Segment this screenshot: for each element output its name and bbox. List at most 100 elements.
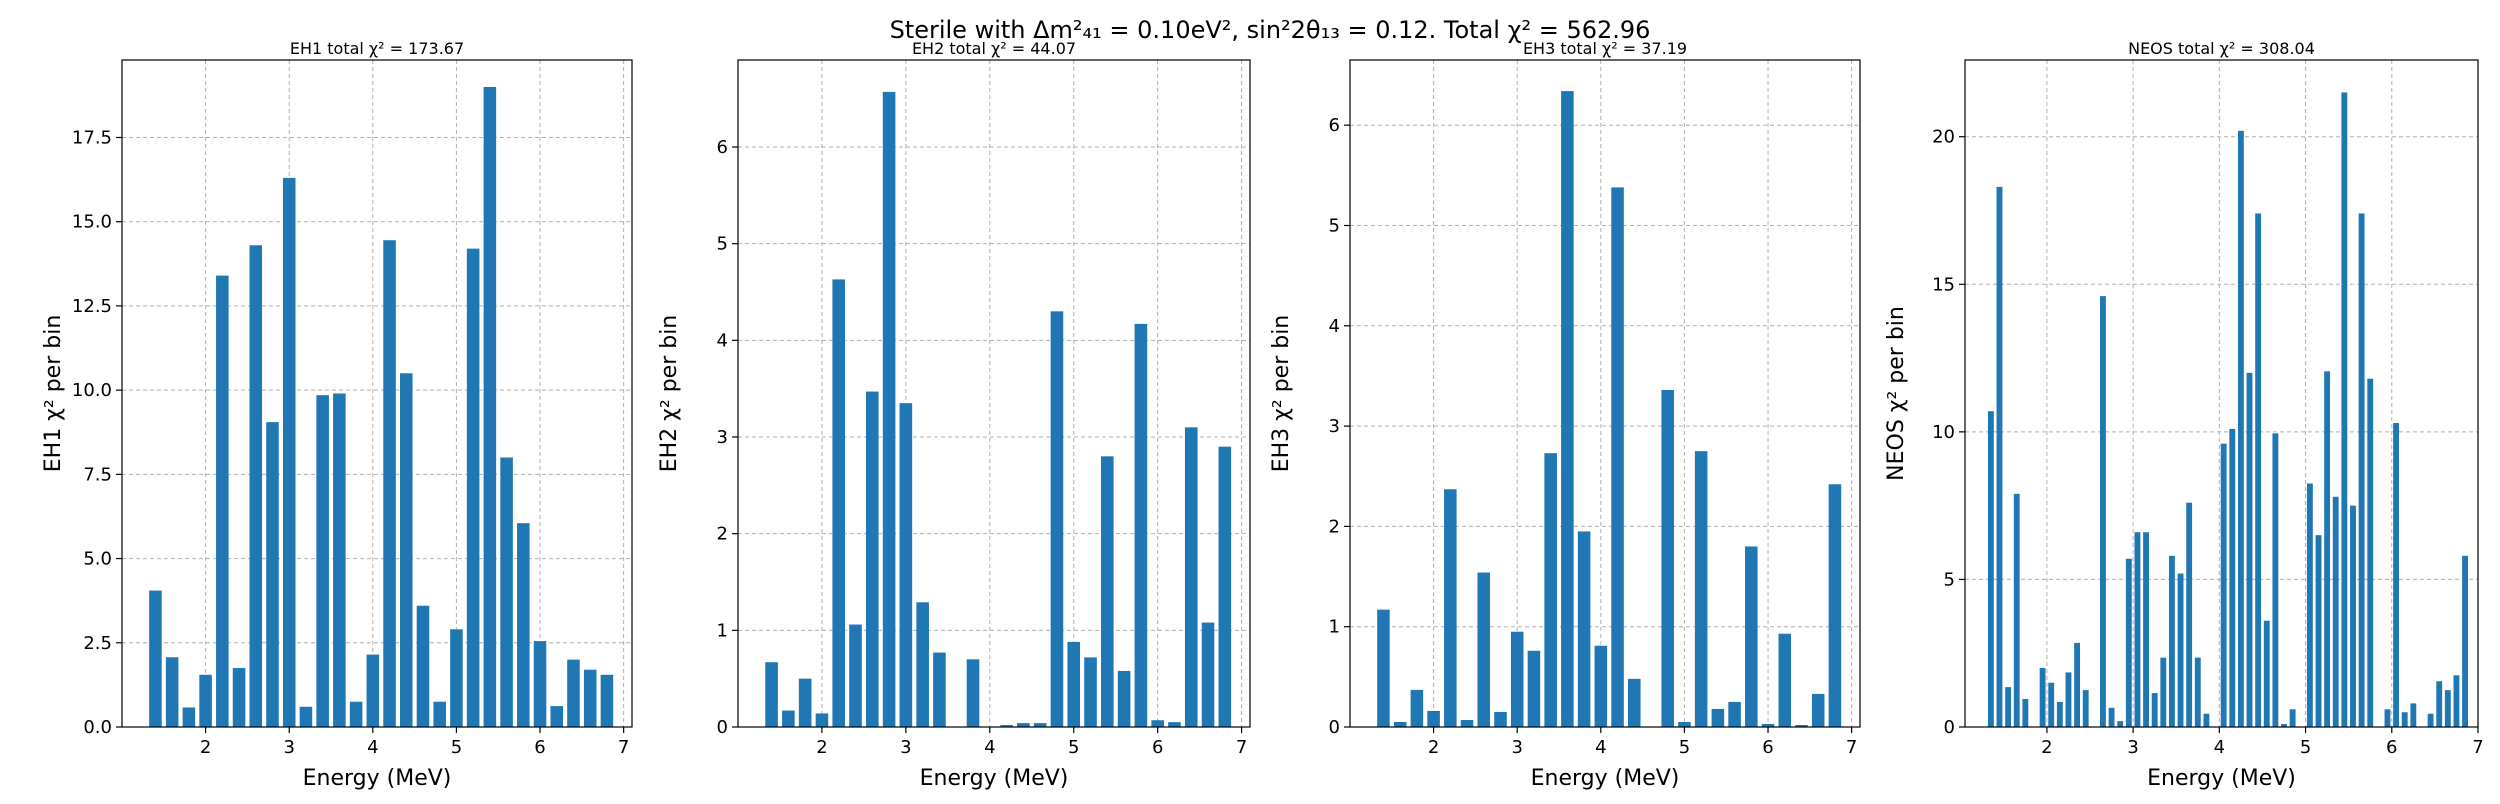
eh2-bar xyxy=(1050,311,1064,727)
neos-bar xyxy=(1987,411,1994,727)
eh2-bar xyxy=(1017,723,1030,727)
eh2-bar xyxy=(765,662,778,727)
neos-x-tick-label: 6 xyxy=(2386,737,2397,758)
neos-bar xyxy=(2315,535,2322,727)
eh1-y-tick-label: 7.5 xyxy=(83,464,112,485)
neos-bar xyxy=(2022,698,2029,727)
eh1-bar xyxy=(266,422,279,727)
eh1-x-tick-label: 7 xyxy=(618,737,629,758)
eh1-x-tick-label: 2 xyxy=(200,737,211,758)
neos-bar xyxy=(2039,667,2046,727)
eh1-bar xyxy=(500,457,513,727)
neos-bar xyxy=(2160,657,2167,727)
neos-bar xyxy=(2177,573,2184,727)
eh2-bar xyxy=(1033,723,1047,727)
eh3-bar xyxy=(1728,701,1741,727)
eh1-y-tick-label: 10.0 xyxy=(72,380,112,401)
eh1-bar xyxy=(333,393,346,727)
neos-bar xyxy=(2048,682,2055,727)
eh3-y-tick-label: 2 xyxy=(1329,516,1340,537)
eh2-bar xyxy=(1201,622,1215,727)
eh1-bar xyxy=(316,395,329,727)
eh3-bar xyxy=(1678,721,1691,727)
eh2-bar xyxy=(815,713,829,727)
eh1-bar xyxy=(182,707,196,727)
eh2-bar xyxy=(1000,725,1013,727)
eh2-x-tick-label: 6 xyxy=(1152,737,1163,758)
eh3-x-tick-label: 4 xyxy=(1595,737,1606,758)
neos-bar xyxy=(2427,713,2434,727)
neos-x-tick-label: 3 xyxy=(2127,737,2138,758)
eh1-y-tick-label: 17.5 xyxy=(72,127,112,148)
neos-bar xyxy=(2125,558,2132,727)
neos-x-axis-label: Energy (MeV) xyxy=(2147,766,2296,791)
eh3-bar xyxy=(1561,91,1574,727)
neos-bar xyxy=(2220,443,2227,727)
eh3-bar xyxy=(1611,187,1624,727)
eh1-x-tick-label: 5 xyxy=(451,737,462,758)
neos-x-tick-label: 4 xyxy=(2214,737,2225,758)
neos-bar xyxy=(2436,681,2443,727)
neos-bar xyxy=(2263,620,2270,727)
eh3-bar xyxy=(1377,609,1390,727)
eh1-bar xyxy=(550,706,564,727)
neos-bar xyxy=(2117,721,2124,727)
eh3-bar xyxy=(1444,489,1457,727)
eh1-bar xyxy=(232,668,246,727)
neos-bar xyxy=(2341,92,2348,727)
eh3-x-axis-label: Energy (MeV) xyxy=(1531,766,1680,791)
eh3-bar xyxy=(1510,631,1524,727)
eh3-bar xyxy=(1778,633,1792,727)
eh2-bar xyxy=(933,652,946,727)
neos-bar xyxy=(2168,555,2175,727)
eh1-bar xyxy=(399,373,413,727)
eh3-bar xyxy=(1527,650,1541,727)
neos-bar xyxy=(2324,371,2331,727)
neos-bar xyxy=(2255,213,2262,728)
eh2-x-tick-label: 7 xyxy=(1236,737,1247,758)
eh3-bar xyxy=(1410,689,1424,727)
eh2-bar xyxy=(899,403,913,727)
eh1-bar xyxy=(450,629,463,727)
eh2-y-axis-label: EH2 χ² per bin xyxy=(657,315,682,473)
neos-bar xyxy=(2134,532,2141,727)
neos-bar xyxy=(2074,642,2081,727)
eh2-bar xyxy=(1134,323,1148,727)
eh2-bar xyxy=(1084,657,1097,727)
neos-bar xyxy=(2143,532,2149,727)
neos-bar xyxy=(2350,505,2356,727)
eh2-bar xyxy=(882,91,896,727)
eh2-bar xyxy=(966,659,980,727)
eh3-x-tick-label: 6 xyxy=(1762,737,1773,758)
eh2-y-tick-label: 4 xyxy=(717,330,728,351)
neos-bar xyxy=(2410,703,2417,727)
eh3-bar xyxy=(1544,453,1557,727)
neos-bar xyxy=(2358,213,2365,728)
eh1-axes-frame xyxy=(121,59,633,728)
neos-bar xyxy=(2151,693,2158,727)
eh2-bar xyxy=(798,678,812,727)
eh1-bar xyxy=(383,240,396,728)
eh3-bar xyxy=(1711,708,1725,727)
eh3-bar xyxy=(1811,693,1825,727)
neos-y-tick-label: 10 xyxy=(1932,422,1955,443)
eh1-bar xyxy=(600,674,614,727)
neos-x-tick-label: 7 xyxy=(2472,737,2483,758)
eh3-bar xyxy=(1795,724,1808,727)
eh2-bar xyxy=(916,602,929,727)
neos-bar xyxy=(2229,428,2236,727)
neos-bar xyxy=(2393,423,2400,727)
eh1-bar xyxy=(249,245,263,727)
eh1-bar xyxy=(466,248,480,727)
eh1-bar xyxy=(216,275,229,727)
eh1-bar xyxy=(483,86,497,728)
neos-bar xyxy=(2186,502,2193,727)
eh3-x-tick-label: 7 xyxy=(1846,737,1857,758)
eh1-bar xyxy=(199,674,212,727)
neos-x-tick-label: 2 xyxy=(2041,737,2052,758)
eh3-title: EH3 total χ² = 37.19 xyxy=(1523,39,1687,58)
eh3-bar xyxy=(1627,678,1641,727)
eh1-y-axis-label: EH1 χ² per bin xyxy=(41,315,66,473)
eh1-bar xyxy=(567,659,580,727)
